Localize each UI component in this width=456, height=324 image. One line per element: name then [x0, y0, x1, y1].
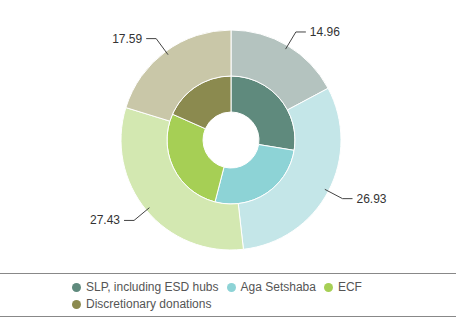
html-text:SLP, including ESD hubs: SLP, including ESD hubs — [86, 280, 219, 294]
html-text:Discretionary donations: Discretionary donations — [86, 297, 212, 311]
svg-text:17.59: 17.59 — [112, 32, 142, 46]
svg-text:27.43: 27.43 — [90, 213, 120, 227]
svg-text:26.93: 26.93 — [357, 192, 387, 206]
html-text:ECF: ECF — [338, 280, 362, 294]
svg-text:14.96: 14.96 — [310, 25, 340, 39]
html-text:Aga Setshaba: Aga Setshaba — [240, 280, 316, 294]
